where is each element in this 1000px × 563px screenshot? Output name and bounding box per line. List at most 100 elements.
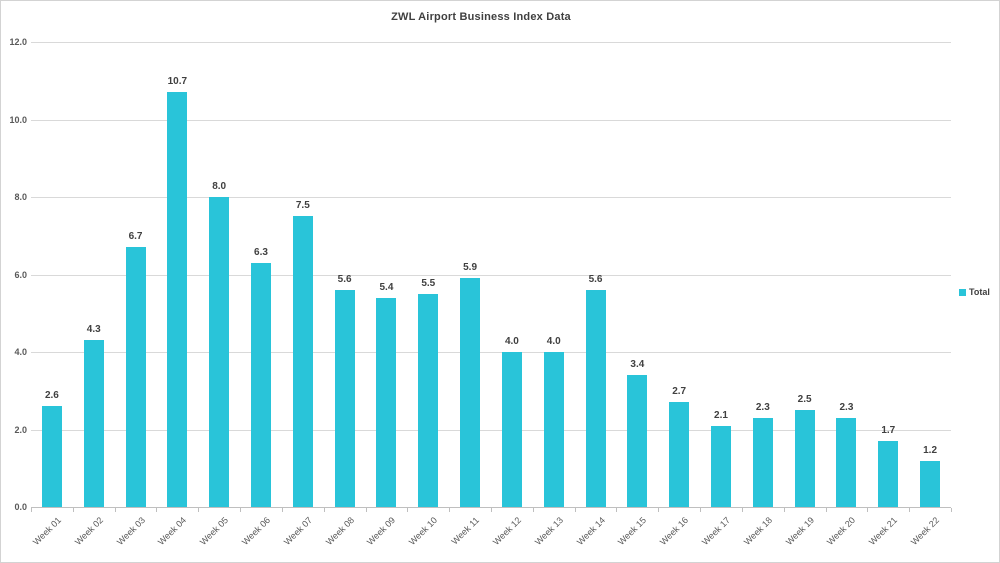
x-axis-tick-mark — [31, 508, 32, 512]
bar — [543, 352, 564, 507]
x-axis-tick-mark — [449, 508, 451, 512]
x-axis-tick-label: Week 04 — [156, 515, 189, 548]
x-axis-tick-label: Week 11 — [449, 515, 482, 547]
x-axis-tick-label: Week 19 — [783, 515, 816, 548]
bar — [209, 197, 230, 507]
bar-value-label: 2.1 — [714, 409, 728, 421]
bar-value-label: 7.5 — [295, 200, 310, 212]
bar — [125, 247, 146, 507]
x-axis-tick-mark — [783, 508, 785, 512]
x-axis-tick-mark — [281, 508, 283, 512]
x-axis-tick-mark — [198, 508, 200, 512]
x-axis-tick-label: Week 17 — [699, 515, 733, 548]
grid-line — [31, 42, 951, 43]
legend-swatch-icon — [959, 288, 966, 296]
x-axis-tick-label: Week 03 — [114, 515, 147, 548]
bar — [41, 406, 62, 507]
x-axis-tick-label: Week 20 — [825, 515, 858, 548]
x-axis-tick-mark — [700, 508, 702, 512]
x-axis-tick-mark — [72, 508, 74, 512]
x-axis-tick-label: Week 10 — [407, 515, 440, 548]
bar — [418, 293, 439, 507]
bar-value-label: 5.6 — [588, 274, 603, 285]
bar — [752, 417, 773, 507]
x-axis-tick-mark — [741, 508, 743, 512]
x-axis-tick-label: Week 22 — [909, 515, 942, 548]
y-axis-tick-label: 8.0 — [14, 192, 27, 202]
y-axis-tick-label: 4.0 — [14, 347, 27, 357]
x-axis-tick-label: Week 12 — [490, 515, 523, 548]
y-axis-tick-label: 10.0 — [9, 114, 27, 125]
bar — [460, 278, 481, 507]
y-axis-tick-label: 6.0 — [14, 269, 27, 280]
bar-value-label: 5.4 — [379, 281, 394, 293]
bar-value-label: 2.7 — [672, 386, 687, 398]
x-axis-tick-mark — [616, 508, 618, 512]
x-axis-tick-label: Week 08 — [323, 515, 356, 548]
bar-value-label: 4.0 — [546, 336, 561, 347]
bar-value-label: 6.3 — [254, 246, 268, 258]
x-axis-tick-mark — [114, 508, 116, 512]
bar-value-label: 4.0 — [504, 336, 519, 347]
x-axis-tick-mark — [240, 508, 242, 512]
x-axis-tick-mark — [909, 508, 911, 512]
x-axis-tick-label: Week 09 — [365, 515, 398, 548]
x-axis-tick-label: Week 01 — [30, 515, 63, 548]
y-axis-tick-label: 2.0 — [14, 424, 27, 435]
grid-line — [31, 352, 951, 353]
x-axis-tick-label: Week 14 — [574, 515, 607, 548]
x-axis-tick-mark — [951, 508, 952, 512]
bar-value-label: 2.3 — [755, 401, 770, 413]
bar-value-label: 10.7 — [167, 76, 188, 88]
bar — [501, 352, 522, 507]
x-axis-tick-label: Week 15 — [616, 515, 649, 548]
x-axis-tick-mark — [365, 508, 367, 512]
bar — [251, 262, 271, 507]
grid-line — [31, 507, 951, 508]
grid-line — [31, 197, 951, 198]
bar-value-label: 4.3 — [86, 324, 101, 336]
x-axis-tick-label: Week 16 — [658, 515, 691, 548]
x-axis-tick-mark — [658, 508, 660, 512]
x-axis-tick-label: Week 07 — [281, 515, 314, 548]
bar-value-label: 2.3 — [839, 401, 854, 413]
legend: Total — [959, 287, 990, 297]
grid-line — [31, 119, 951, 121]
bar-value-label: 2.5 — [797, 394, 812, 406]
x-axis-tick-mark — [407, 508, 409, 512]
x-axis-tick-label: Week 02 — [72, 515, 105, 548]
grid-line — [31, 429, 951, 431]
bar — [878, 441, 899, 507]
bar-value-label: 1.7 — [881, 425, 896, 437]
bar — [836, 417, 857, 507]
x-axis-tick-label: Week 06 — [239, 515, 273, 548]
y-axis-tick-label: 12.0 — [9, 37, 27, 47]
bar-value-label: 6.7 — [128, 231, 143, 243]
x-axis-tick-mark — [574, 508, 576, 512]
x-axis-tick-mark — [156, 508, 158, 512]
x-axis-tick-mark — [491, 508, 492, 512]
grid-line — [31, 274, 951, 276]
bar — [83, 340, 104, 507]
bar — [669, 402, 690, 507]
bar — [627, 375, 648, 507]
x-axis-tick-mark — [323, 508, 325, 512]
bar — [376, 297, 397, 507]
bar-value-label: 5.5 — [421, 277, 436, 289]
bar-value-label: 2.6 — [44, 390, 59, 402]
bar-value-label: 5.9 — [463, 262, 478, 274]
x-axis-tick-mark — [825, 508, 827, 512]
bar — [794, 410, 815, 507]
chart-title: ZWL Airport Business Index Data — [391, 11, 571, 23]
bar — [334, 290, 355, 507]
bar — [167, 92, 188, 507]
x-axis-tick-label: Week 18 — [741, 515, 774, 548]
bar — [292, 216, 313, 507]
x-axis-tick-label: Week 21 — [867, 515, 900, 548]
bar — [585, 290, 606, 507]
bar — [711, 425, 731, 507]
bar-value-label: 3.4 — [630, 359, 645, 371]
x-axis-tick-label: Week 13 — [532, 515, 565, 548]
bar-value-label: 8.0 — [212, 181, 227, 192]
